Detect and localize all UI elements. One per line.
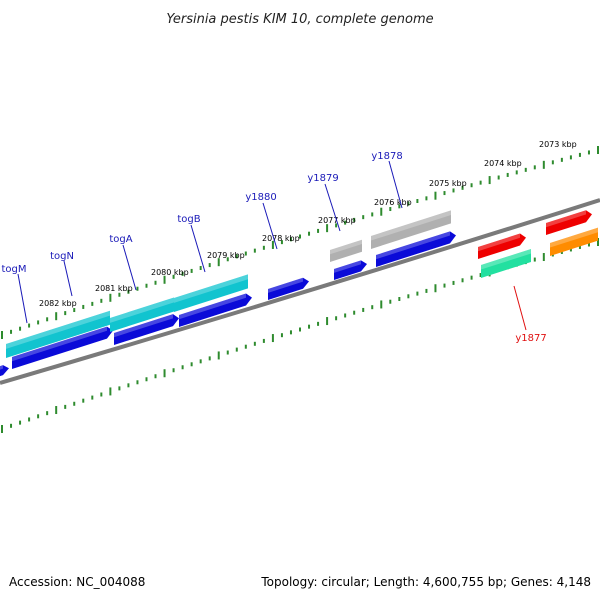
gene-highlight	[110, 297, 174, 323]
gene-highlight	[371, 210, 451, 241]
gene-red	[478, 233, 526, 259]
gene-highlight	[6, 310, 110, 349]
gene-highlight	[481, 249, 531, 270]
gene-cyan	[174, 274, 248, 312]
kbp-label: 2081 kbp	[95, 284, 133, 293]
genome-summary: Topology: circular; Length: 4,600,755 bp…	[260, 575, 591, 589]
gene-cyan	[6, 310, 110, 358]
gene-body	[0, 365, 9, 377]
gene-body	[546, 210, 592, 235]
gene-leader-line	[388, 160, 403, 209]
gene-leader-line	[324, 183, 341, 232]
accession-text: Accession: NC_004088	[9, 575, 145, 589]
gene-mint	[481, 249, 531, 278]
gene-cyan	[110, 297, 174, 332]
gene-leader-line	[262, 202, 278, 250]
gene-highlight	[0, 365, 3, 370]
gene-body	[478, 233, 526, 259]
gene-body	[481, 249, 531, 278]
gene-label-leaders	[17, 160, 527, 331]
gene-label-y1879[interactable]: y1879	[307, 173, 338, 184]
gene-body	[12, 326, 113, 369]
gene-blue	[114, 314, 179, 345]
gene-highlight	[334, 260, 361, 273]
gene-leader-line	[63, 260, 73, 297]
gene-highlight	[12, 326, 107, 362]
gene-highlight	[478, 233, 520, 252]
kbp-label: 2082 kbp	[39, 299, 77, 308]
gene-highlight	[330, 239, 362, 255]
gene-blue	[376, 231, 456, 267]
gene-label-y1877[interactable]: y1877	[515, 333, 546, 344]
gene-blue	[268, 277, 309, 300]
gene-highlight	[550, 227, 598, 248]
gene-features	[0, 210, 598, 377]
gene-body	[330, 239, 362, 262]
gene-body	[110, 297, 174, 332]
gene-blue	[0, 365, 9, 377]
gene-leader-line	[122, 244, 137, 291]
gene-orange	[550, 227, 598, 256]
gene-labels: togM togN togA togB y1880 y1879 y1878 y1…	[1, 151, 546, 344]
gene-body	[550, 227, 598, 256]
gene-label-togN[interactable]: togN	[50, 251, 74, 262]
gene-blue	[12, 326, 113, 369]
kbp-label: 2078 kbp	[262, 234, 300, 243]
gene-gray	[330, 239, 362, 262]
gene-body	[376, 231, 456, 267]
gene-highlight	[268, 277, 303, 293]
gene-body	[174, 274, 248, 312]
gene-blue	[334, 260, 367, 280]
gene-highlight	[546, 210, 586, 228]
map-title: Yersinia pestis KIM 10, complete genome	[166, 12, 433, 27]
gene-body	[268, 277, 309, 300]
gene-label-y1878[interactable]: y1878	[371, 151, 402, 162]
gene-body	[334, 260, 367, 280]
gene-leader-line	[17, 273, 28, 324]
gene-label-y1880[interactable]: y1880	[245, 192, 276, 203]
gene-label-togB[interactable]: togB	[177, 214, 200, 225]
gene-body	[179, 293, 252, 327]
kbp-label: 2075 kbp	[429, 179, 467, 188]
kbp-label: 2080 kbp	[151, 268, 189, 277]
upper-tick-track	[1, 146, 599, 339]
gene-body	[114, 314, 179, 345]
gene-highlight	[179, 293, 246, 320]
gene-red	[546, 210, 592, 235]
gene-leader-line	[190, 224, 206, 273]
kbp-label: 2079 kbp	[207, 251, 245, 260]
kbp-label: 2076 kbp	[374, 198, 412, 207]
gene-highlight	[376, 231, 450, 260]
gene-label-togM[interactable]: togM	[1, 264, 26, 275]
kbp-label: 2073 kbp	[539, 140, 577, 149]
gene-body	[371, 210, 451, 249]
gene-highlight	[114, 314, 173, 338]
gene-gray	[371, 210, 451, 249]
gene-blue	[179, 293, 252, 327]
gene-leader-line	[513, 285, 527, 331]
gene-label-togA[interactable]: togA	[109, 234, 132, 245]
gene-highlight	[174, 274, 248, 303]
kbp-label: 2074 kbp	[484, 159, 522, 168]
genome-backbone	[0, 198, 600, 385]
gene-body	[6, 310, 110, 358]
